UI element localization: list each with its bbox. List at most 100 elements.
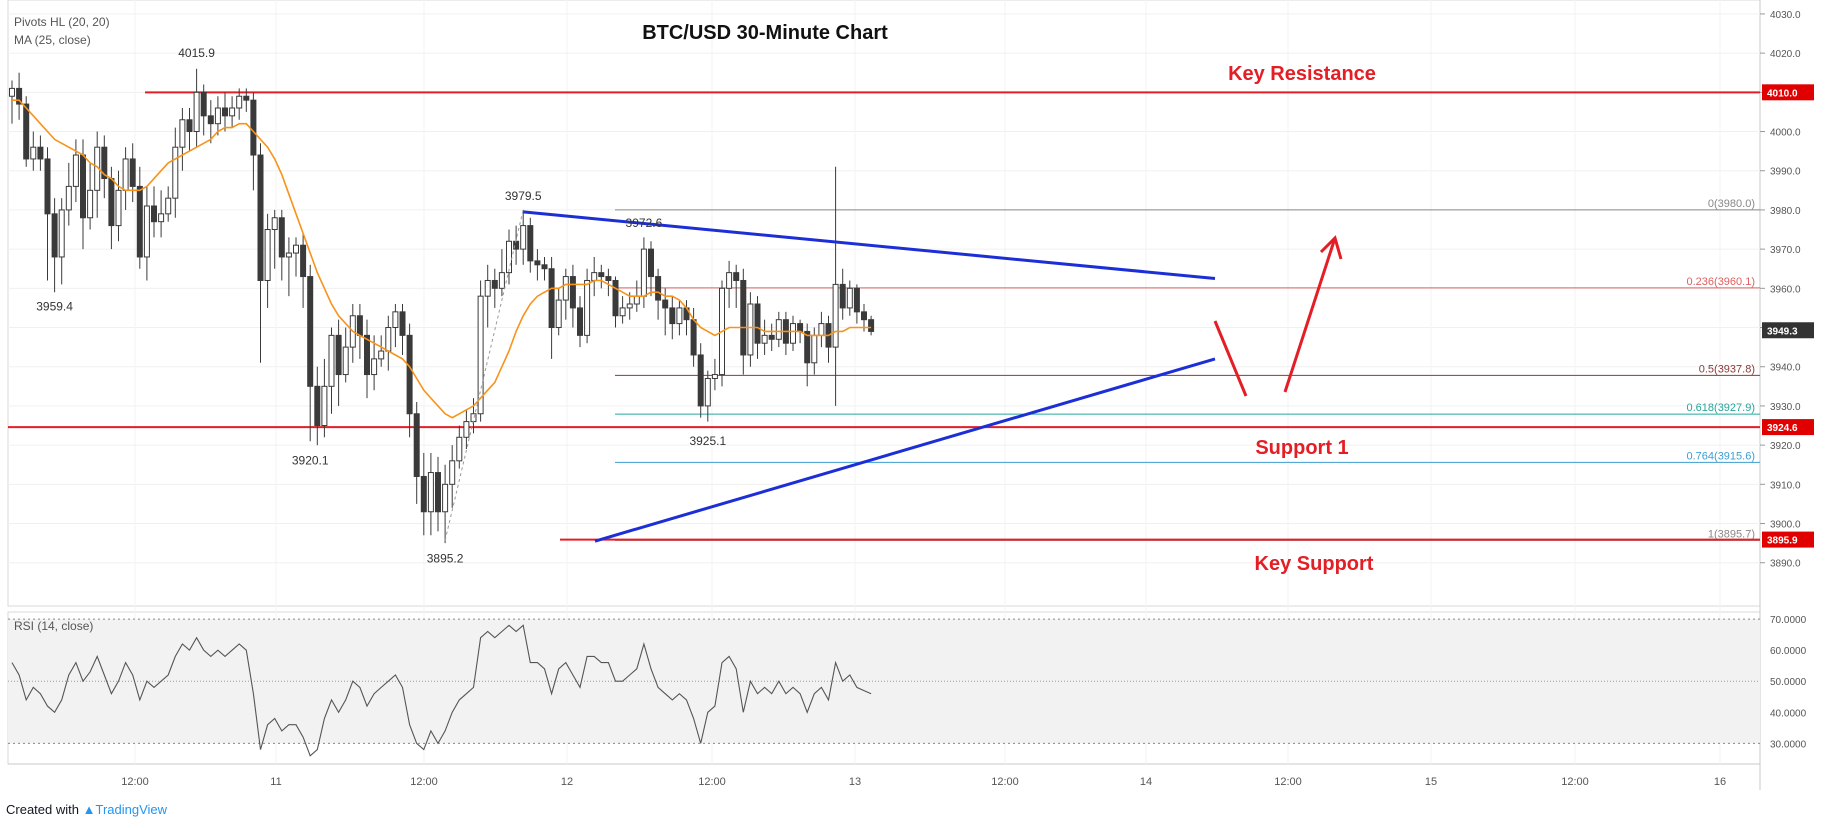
candle-body [58,209,65,258]
pivot-labels: 4015.9 3959.4 3920.1 3895.2 3979.5 3972.6 3925… [36,46,726,565]
price-tag-box [1762,531,1814,548]
time-axis: 12:00 11 12:00 12 12:00 13 12:00 14 12:00 15 12:00… [121,776,1726,788]
candle-body [143,205,150,258]
candle-body [200,91,207,117]
candle-body [697,354,704,407]
tradingview-logo-icon[interactable]: ▲ [82,802,96,817]
fib-label: 0.618(3927.9) [1687,402,1756,414]
candle-body [335,334,342,376]
candle-body [591,272,598,281]
candle-body [640,248,647,297]
candle-body [115,189,122,227]
candle-body [506,240,512,274]
rsi-band [8,618,1760,744]
candle-body [420,475,427,513]
indicator-ma-label: MA (25, close) [14,33,91,47]
price-tags: 4010.0 3949.3 3924.6 3895.9 [1762,84,1814,548]
candle-body [633,295,640,305]
candle-body [605,276,612,281]
candle-body [406,334,413,415]
pivot-label: 3959.4 [36,300,73,314]
rsi-line [11,624,872,757]
candle-body [165,197,172,215]
candle-body [30,146,37,160]
y-tick-label: 3920.0 [1770,441,1801,452]
candle-body [491,279,498,289]
candle-body [612,279,619,317]
candle-body [158,213,165,223]
candle-body [427,472,434,513]
candle-body [278,217,285,258]
rsi-tick-label: 70.0000 [1770,615,1807,626]
candle-body [797,323,804,332]
candle-body [9,87,15,97]
candle-body [463,421,470,438]
candle-body [619,307,626,317]
candle-body [80,154,86,219]
candle-body [704,377,711,407]
candle-body [648,248,654,278]
candle-body [861,311,867,321]
candle-body [72,154,79,187]
candle-body [442,483,449,513]
candle-body [584,279,591,336]
candle-body [328,334,335,387]
pivot-label: 4015.9 [178,46,215,60]
candle-body [548,268,555,329]
candles [9,68,875,544]
candle-body [555,299,562,329]
candle-body [356,315,363,336]
candle-body [690,319,697,356]
rsi-axis: 70.0000 60.0000 50.0000 40.0000 30.0000 [1770,615,1807,750]
candle-body [711,374,718,379]
candle-body [399,311,406,336]
candle-body [257,154,264,281]
candle-body [65,185,72,211]
candle-body [470,413,477,423]
price-tag-label: 4010.0 [1767,88,1798,99]
candle-body [364,334,370,376]
candle-body [477,295,484,415]
candle-body [435,472,441,513]
y-tick-label: 3900.0 [1770,520,1801,531]
candle-body [207,115,214,125]
candle-body [214,107,221,125]
candle-body [790,323,796,344]
x-tick-label: 15 [1425,776,1437,788]
candle-body [598,272,605,278]
fib-label: 0.764(3915.6) [1687,450,1756,462]
fib-label: 1(3895.7) [1708,528,1755,540]
candle-body [662,299,669,309]
key-resistance-label: Key Resistance [1228,63,1376,85]
indicator-pivots-label: Pivots HL (20, 20) [14,15,110,29]
candle-body [740,279,747,356]
candle-body [839,283,846,309]
y-tick-label: 3960.0 [1770,284,1801,295]
candle-body [577,307,583,336]
support-1-label: Support 1 [1255,437,1348,459]
x-tick-label: 12:00 [121,776,149,788]
candle-body [527,225,534,262]
candle-body [413,413,420,477]
y-tick-label: 3970.0 [1770,245,1801,256]
candle-body [51,213,58,258]
candle-body [747,303,754,356]
candle-body [520,225,527,250]
price-tag-label: 3949.3 [1767,326,1798,337]
created-with-text: Created with [6,802,79,817]
candle-body [87,189,94,219]
up-arrow-line [1283,237,1337,393]
candle-body [569,276,576,309]
candle-body [285,252,292,258]
candle-body [314,385,321,427]
price-tag-label: 3895.9 [1767,536,1798,547]
tradingview-brand[interactable]: TradingView [95,802,168,817]
candle-body [392,311,399,329]
candle-body [129,158,136,187]
candle-body [136,185,143,258]
y-tick-label: 3990.0 [1770,167,1801,178]
candle-body [250,99,257,156]
candle-body [222,107,228,117]
x-tick-label: 12:00 [1274,776,1302,788]
key-support-label: Key Support [1255,553,1374,575]
